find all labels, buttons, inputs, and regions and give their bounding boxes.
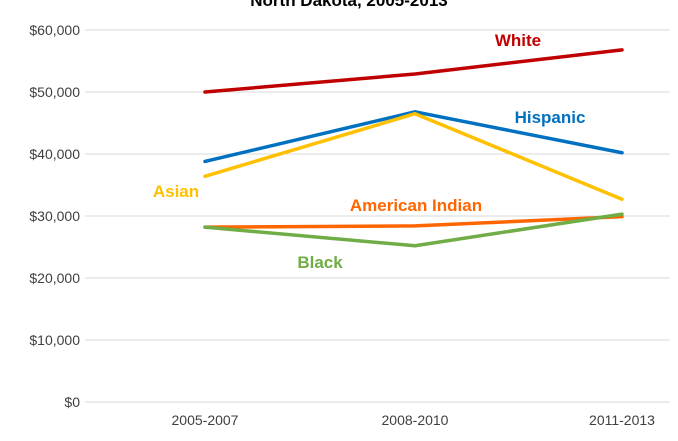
y-axis-ticks: $0 $10,000 $20,000 $30,000 $40,000 $50,000 $60… bbox=[29, 22, 80, 410]
y-tick-label: $50,000 bbox=[29, 84, 80, 100]
series-line-black bbox=[203, 212, 624, 248]
series-lines bbox=[203, 48, 624, 248]
y-tick-label: $60,000 bbox=[29, 22, 80, 38]
y-tick-label: $40,000 bbox=[29, 146, 80, 162]
chart-title: North Dakota, 2005-2013 bbox=[250, 0, 447, 10]
series-label-asian: Asian bbox=[153, 182, 199, 201]
series-line-asian bbox=[203, 111, 624, 202]
series-label-white: White bbox=[495, 31, 541, 50]
x-tick-label: 2005-2007 bbox=[172, 412, 239, 428]
y-tick-label: $30,000 bbox=[29, 208, 80, 224]
x-tick-label: 2011-2013 bbox=[589, 412, 655, 428]
series-labels: White Hispanic Asian American Indian Black bbox=[153, 31, 586, 272]
x-axis-ticks: 2005-2007 2008-2010 2011-2013 bbox=[172, 412, 656, 428]
y-tick-label: $20,000 bbox=[29, 270, 80, 286]
series-line-hispanic bbox=[203, 110, 624, 164]
y-tick-label: $10,000 bbox=[29, 332, 80, 348]
gridlines bbox=[85, 29, 670, 403]
series-label-american-indian: American Indian bbox=[350, 196, 482, 215]
series-label-hispanic: Hispanic bbox=[515, 108, 586, 127]
series-line-american-indian bbox=[203, 214, 624, 229]
x-tick-label: 2008-2010 bbox=[382, 412, 449, 428]
y-tick-label: $0 bbox=[64, 394, 80, 410]
series-label-black: Black bbox=[297, 253, 343, 272]
series-line-white bbox=[203, 48, 624, 94]
